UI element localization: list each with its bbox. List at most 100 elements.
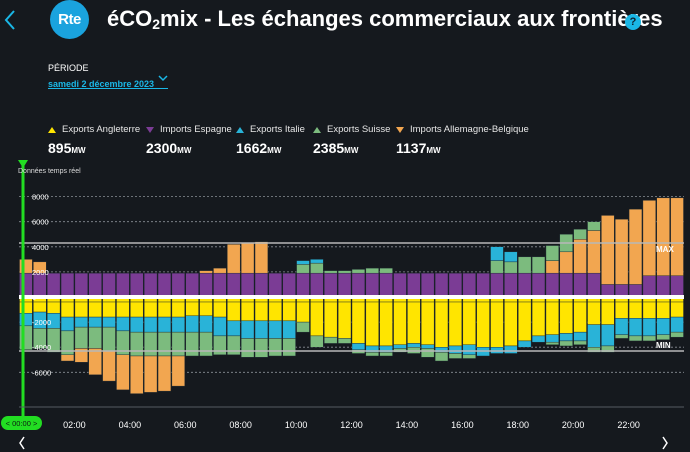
bar-segment [254,272,269,298]
triangle-up-icon [313,126,321,133]
bar-segment [587,324,601,348]
bar-segment [601,324,615,347]
bar-segment [88,316,102,328]
bar-segment [199,270,213,274]
bar-segment [670,331,684,338]
bar-segment [559,272,573,298]
bar-segment [531,301,546,337]
bar-segment [351,301,366,344]
bar-segment [615,301,629,319]
bar-segment [171,272,185,298]
y-tick-label: 2000 [32,268,49,277]
bar-segment [74,272,88,298]
bar-segment [670,275,684,298]
legend-value: 1662 [236,140,268,156]
bar-segment [19,325,33,350]
bar-segment [545,260,560,274]
scroll-left-icon[interactable] [19,436,25,450]
bar-segment [240,301,255,322]
y-tick-label: 6000 [32,218,49,227]
bar-segment [310,301,324,337]
bar-segment [615,318,629,335]
legend-value: 895 [48,140,72,156]
bar-segment [351,343,366,350]
bar-segment [545,272,560,298]
bar-segment [393,344,407,349]
bar-segment [116,272,130,298]
bar-segment [490,272,504,298]
bar-segment [559,340,573,347]
x-tick-label: 22:00 [617,420,640,430]
bar-segment [268,301,282,322]
legend-item-allemagne-belgique[interactable]: Imports Allemagne-Belgique 1137MW [396,124,529,156]
period-select[interactable]: samedi 2 décembre 2023 [48,74,168,89]
bar-segment [324,270,338,274]
time-cursor-handle[interactable] [1,416,42,430]
legend-item-angleterre[interactable]: Exports Angleterre 895MW [48,124,141,156]
bar-segment [19,259,33,274]
bar-segment [213,301,227,318]
bar-segment [310,259,324,264]
bar-segment [656,197,670,276]
bar-segment [185,301,199,317]
bar-segment [628,318,643,337]
bar-segment [587,301,601,325]
bar-segment [518,272,532,298]
bar-segment [88,348,102,376]
bar-segment [254,301,269,322]
bar-segment [143,331,158,357]
bar-segment [74,326,88,349]
bar-segment [448,353,463,359]
bar-segment [199,315,213,333]
bar-segment [601,345,615,353]
bar-segment [102,350,116,382]
bar-segment [19,272,33,298]
bar-segment [324,301,338,338]
bar-segment [282,320,296,339]
bar-segment [504,272,518,298]
bar-segment [143,301,158,318]
bar-segment [504,301,518,347]
scroll-right-icon[interactable] [662,436,668,450]
help-icon[interactable]: ? [625,14,641,30]
legend-item-suisse[interactable]: Exports Suisse 2385MW [313,124,391,156]
bar-segment [504,345,518,354]
bar-segment [47,328,61,353]
y-tick-label: -4000 [32,343,51,352]
bar-segment [296,272,310,298]
bar-segment [531,335,546,343]
bar-segment [310,335,324,348]
zero-line [19,295,684,299]
bar-segment [628,208,643,285]
bar-segment [448,272,463,298]
bar-segment [213,267,227,274]
bar-segment [573,331,587,342]
bar-segment [379,272,393,298]
rte-logo: Rte [50,0,89,39]
bar-segment [518,256,532,274]
bar-segment [476,272,490,298]
bar-segment [421,301,435,345]
bar-segment [518,301,532,342]
bar-segment [171,316,185,333]
back-chevron-icon[interactable] [3,8,17,32]
bar-segment [587,272,601,298]
bar-segment [143,272,158,298]
legend-item-italie[interactable]: Exports Italie 1662MW [236,124,305,156]
bar-segment [171,331,185,357]
bar-segment [587,346,601,353]
bar-segment [351,269,366,274]
triangle-up-icon [48,126,56,133]
legend-value: 1137 [396,140,427,156]
bar-segment [213,335,227,355]
bar-segment [504,261,518,274]
legend-item-espagne[interactable]: Imports Espagne 2300MW [146,124,232,156]
y-tick-label: 8000 [32,193,49,202]
bar-segment [587,221,601,231]
bar-segment [448,345,463,354]
bar-segment [421,344,435,349]
bar-segment [143,355,158,393]
bar-segment [324,272,338,298]
bar-segment [88,326,102,349]
bar-segment [185,315,199,333]
